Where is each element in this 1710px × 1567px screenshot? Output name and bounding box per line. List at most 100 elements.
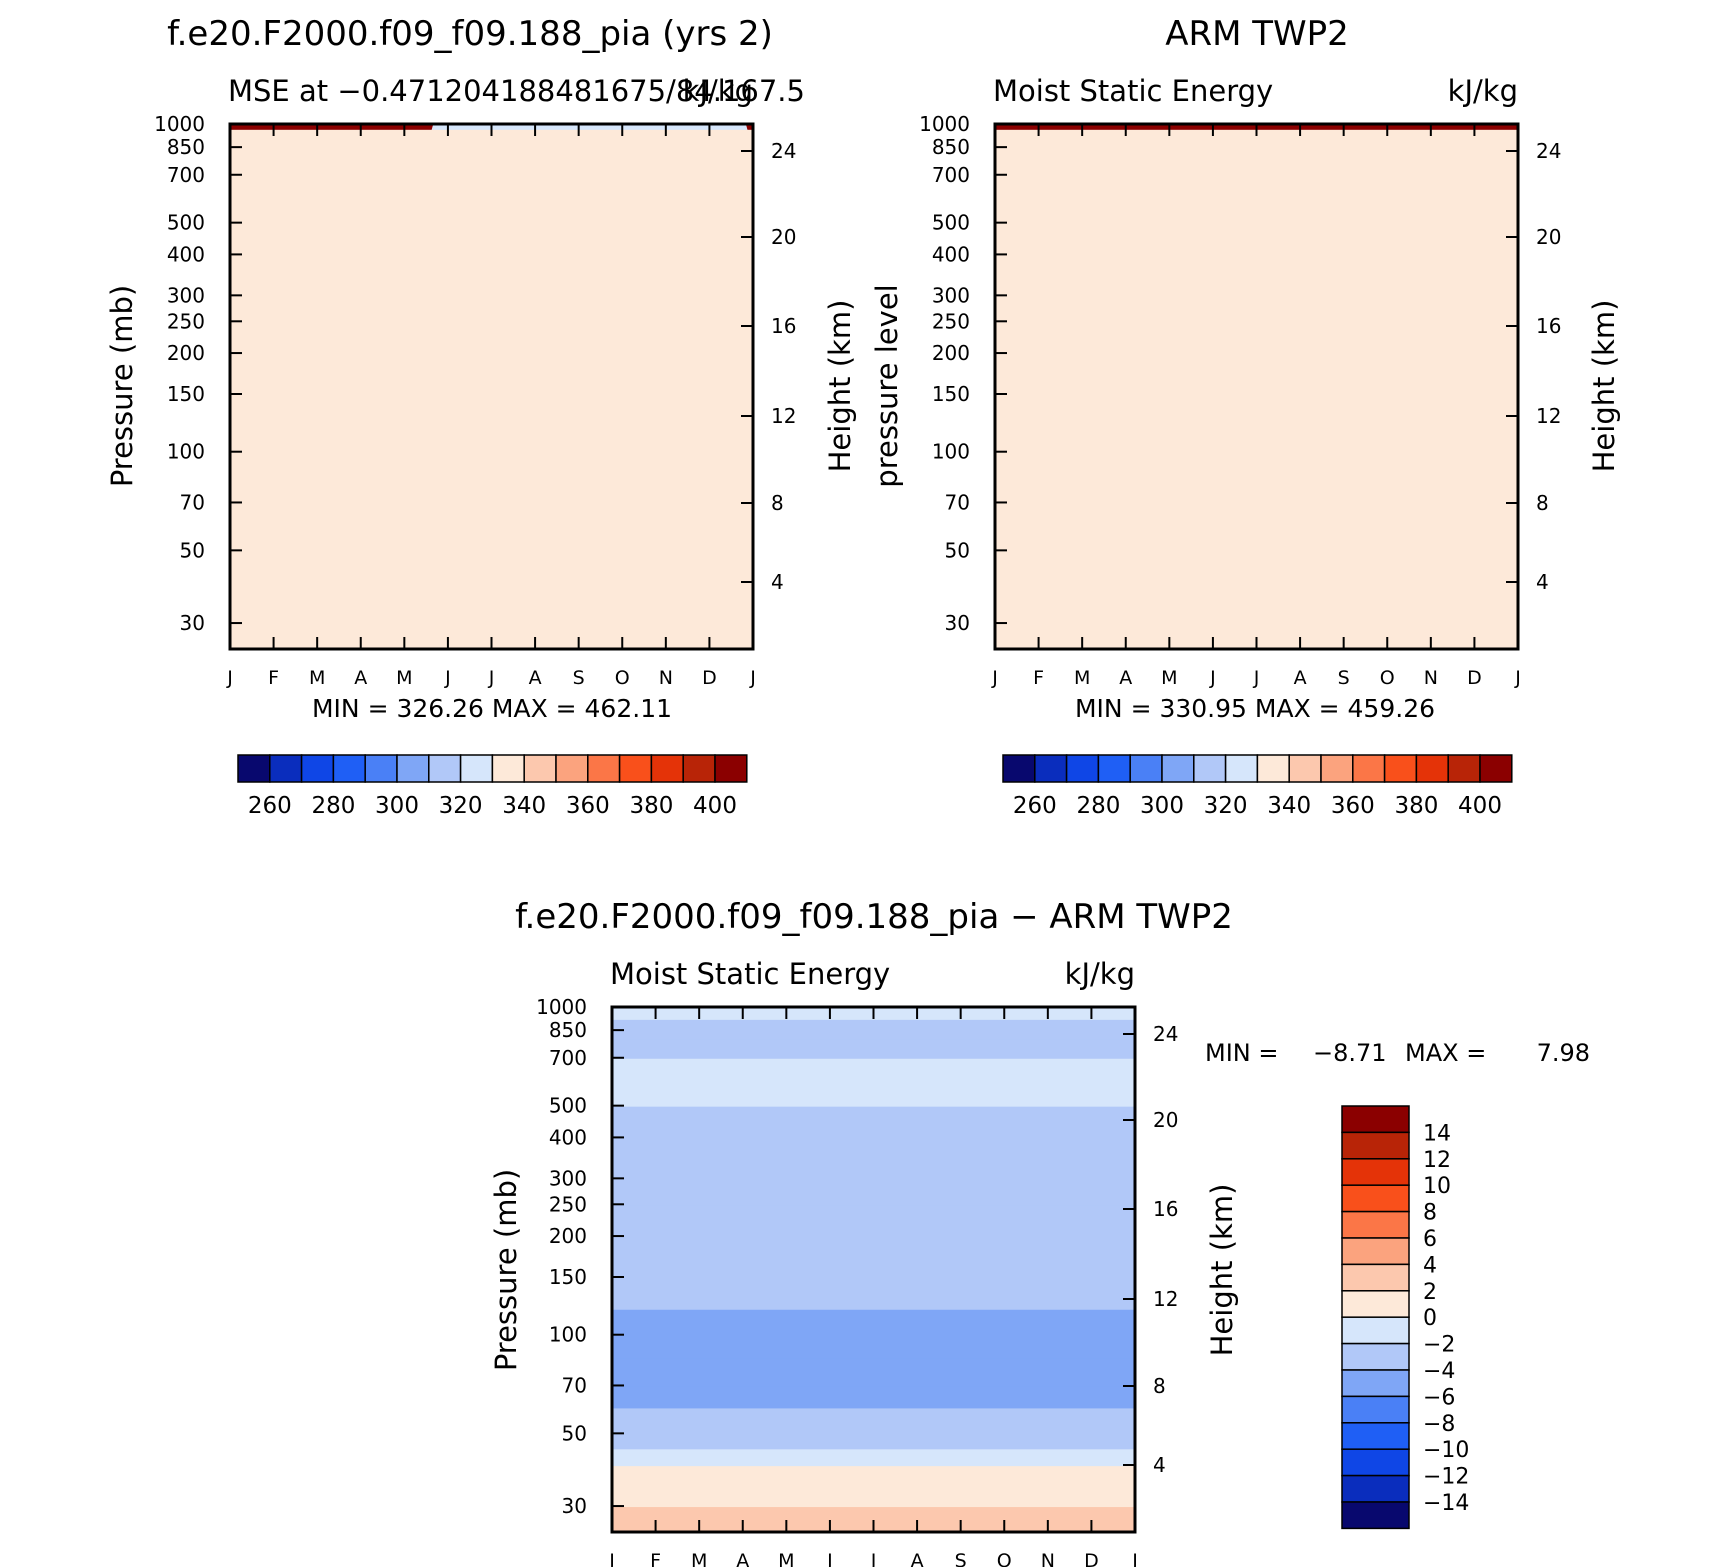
y-right-tick-label: 8 [1536, 491, 1549, 515]
colorbar-label: 380 [1394, 793, 1438, 819]
colorbar-box [1447, 754, 1481, 783]
x-tick-label: F [650, 1550, 661, 1567]
panel-model-plot-area [230, 124, 753, 649]
colorbar-box [1341, 1158, 1410, 1186]
y-tick-label: 400 [932, 242, 970, 266]
panel-diff-title: f.e20.F2000.f09_f09.188_pia − ARM TWP2 [515, 897, 1233, 937]
y-right-tick-label: 16 [1153, 1197, 1178, 1221]
x-tick-label: A [354, 667, 367, 689]
colorbar-label: 280 [1076, 793, 1120, 819]
colorbar-label: 320 [439, 793, 483, 819]
contour-band [612, 1357, 1135, 1387]
contour-band [612, 1105, 1135, 1139]
y-right-tick-label: 8 [1153, 1374, 1166, 1398]
y-tick-label: 1000 [154, 112, 205, 136]
y-tick-label: 700 [549, 1046, 587, 1070]
colorbar-box [1415, 754, 1449, 783]
colorbar-box [523, 754, 557, 783]
contour-band [612, 1385, 1135, 1409]
contour-band [612, 1038, 1135, 1059]
y-tick-label: 100 [549, 1323, 587, 1347]
panel-model-right-subtitle: kJ/kg [683, 74, 753, 108]
y-tick-label: 850 [549, 1018, 587, 1042]
y-tick-label: 50 [562, 1421, 587, 1445]
y-right-tick-label: 16 [771, 314, 796, 338]
colorbar-box [555, 754, 589, 783]
colorbar-box [1341, 1237, 1410, 1266]
panel-diff: f.e20.F2000.f09_f09.188_pia − ARM TWP2 M… [489, 897, 1590, 1567]
panel-diff-plot-area [612, 1007, 1135, 1532]
y-tick-label: 300 [549, 1166, 587, 1190]
colorbar-box [1002, 754, 1036, 783]
colorbar-box [1352, 754, 1386, 783]
y-tick-label: 1000 [919, 112, 970, 136]
y-tick-label: 500 [932, 211, 970, 235]
panel-model-colorbar: 260 280 300 320 340 360 380 400 [237, 754, 748, 819]
y-tick-label: 250 [549, 1192, 587, 1216]
colorbar-box [332, 754, 366, 783]
panel-diff-stats-min-label: MIN = [1205, 1039, 1278, 1067]
y-right-tick-label: 12 [1153, 1287, 1178, 1311]
x-tick-label: D [1467, 667, 1482, 689]
contour-band [612, 1276, 1135, 1310]
contour-band [612, 1308, 1135, 1336]
y-tick-label: 400 [549, 1125, 587, 1149]
colorbar-label: 4 [1423, 1253, 1437, 1278]
panel-diff-ylabel: Pressure (mb) [489, 1169, 523, 1371]
contour-band [612, 1448, 1135, 1467]
x-tick-label: J [226, 667, 233, 689]
colorbar-box [1341, 1395, 1410, 1424]
colorbar-box [1341, 1263, 1410, 1292]
contour-band [612, 1407, 1135, 1435]
y-right-tick-label: 12 [771, 404, 796, 428]
y-tick-label: 70 [562, 1373, 587, 1397]
colorbar-label: −2 [1423, 1333, 1455, 1358]
colorbar-label: −6 [1423, 1385, 1455, 1410]
y-tick-label: 70 [180, 490, 205, 514]
y-tick-label: 30 [945, 611, 970, 635]
colorbar-box [428, 754, 462, 783]
contour-band [612, 1079, 1135, 1107]
colorbar-box [1341, 1105, 1410, 1134]
x-tick-label: D [702, 667, 717, 689]
colorbar-box [1034, 754, 1068, 783]
colorbar-box [1341, 1448, 1410, 1477]
x-tick-label: O [1380, 667, 1395, 689]
y-tick-label: 1000 [536, 995, 587, 1019]
colorbar-label: 6 [1423, 1227, 1437, 1252]
panel-obs-title: ARM TWP2 [1165, 14, 1349, 54]
colorbar-label: −4 [1423, 1359, 1455, 1384]
y-tick-label: 850 [167, 135, 205, 159]
colorbar-box [1288, 754, 1322, 783]
colorbar-box [587, 754, 621, 783]
panel-diff-right-subtitle: kJ/kg [1065, 957, 1135, 991]
x-tick-label: M [1074, 667, 1090, 689]
y-tick-label: 250 [167, 309, 205, 333]
x-tick-label: J [1514, 667, 1521, 689]
y-tick-label: 70 [945, 490, 970, 514]
x-tick-label: J [608, 1550, 615, 1567]
x-tick-label: J [1209, 667, 1216, 689]
colorbar-box [1320, 754, 1354, 783]
colorbar-box [650, 754, 684, 783]
colorbar-box [459, 754, 494, 783]
x-tick-label: F [1033, 667, 1044, 689]
x-tick-label: D [1084, 1550, 1099, 1567]
x-tick-label: J [826, 1550, 833, 1567]
colorbar-box [1341, 1290, 1410, 1318]
colorbar-label: 360 [566, 793, 610, 819]
colorbar-box [1341, 1501, 1410, 1530]
panel-obs-colorbar: 260 280 300 320 340 360 380 400 [1002, 754, 1513, 819]
x-tick-label: O [615, 667, 630, 689]
colorbar-label: −12 [1423, 1465, 1469, 1490]
y-tick-label: 300 [932, 283, 970, 307]
panel-model: f.e20.F2000.f09_f09.188_pia (yrs 2) MSE … [105, 14, 857, 819]
y-right-tick-label: 4 [1153, 1453, 1166, 1477]
colorbar-box [1341, 1316, 1410, 1345]
contour-band [612, 1433, 1135, 1450]
colorbar-label: 400 [693, 793, 737, 819]
panel-obs-ylabel: pressure level [870, 284, 904, 487]
colorbar-label: 8 [1423, 1201, 1437, 1226]
colorbar-box [237, 754, 271, 783]
